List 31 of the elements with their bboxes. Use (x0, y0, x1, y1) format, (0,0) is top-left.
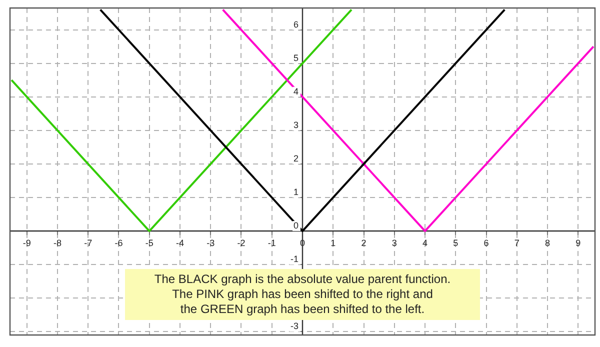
x-tick-label: 1 (330, 238, 336, 248)
annotation: the GREEN graph has been shifted to the left. (179, 302, 426, 317)
annotation: The BLACK graph is the absolute value parent function. (153, 272, 452, 287)
x-tick-label: 7 (514, 238, 520, 248)
x-tick-label: 8 (545, 238, 550, 248)
x-tick-label: -8 (53, 238, 62, 248)
y-tick-label: 1 (293, 186, 298, 197)
y-tick-label: 0 (293, 220, 298, 231)
text-box: The BLACK graph is the absolute value parent function. The PINK graph has been shifted to the right and the GREEN graph has been shifted to the left. (125, 269, 480, 320)
y-tick-label: 3 (293, 120, 298, 130)
x-tick-label: -4 (176, 238, 184, 248)
x-tick-label: 5 (453, 238, 458, 248)
y-tick-label: 4 (293, 86, 298, 96)
x-tick-label: 9 (576, 238, 581, 248)
annotation: The PINK graph has been shifted to the right and (171, 287, 434, 302)
x-tick-label: -6 (114, 238, 123, 248)
x-tick-label: 3 (392, 238, 397, 248)
x-tick-label: -7 (84, 238, 92, 248)
y-tick-label: -3 (290, 321, 298, 332)
x-tick-label: -2 (237, 238, 246, 248)
x-tick-label: -5 (145, 238, 154, 248)
x-tick-label: -9 (22, 238, 31, 248)
x-tick-label: 6 (484, 238, 489, 248)
y-tick-label: 2 (293, 153, 298, 164)
y-tick-label: -1 (290, 254, 298, 264)
y-tick-label: 6 (293, 19, 298, 30)
x-tick-label: -3 (206, 238, 215, 248)
x-tick-label: 4 (422, 238, 428, 248)
y-tick-label: 5 (293, 52, 298, 63)
x-tick-label: -1 (268, 238, 276, 248)
x-tick-label: 2 (361, 238, 366, 248)
